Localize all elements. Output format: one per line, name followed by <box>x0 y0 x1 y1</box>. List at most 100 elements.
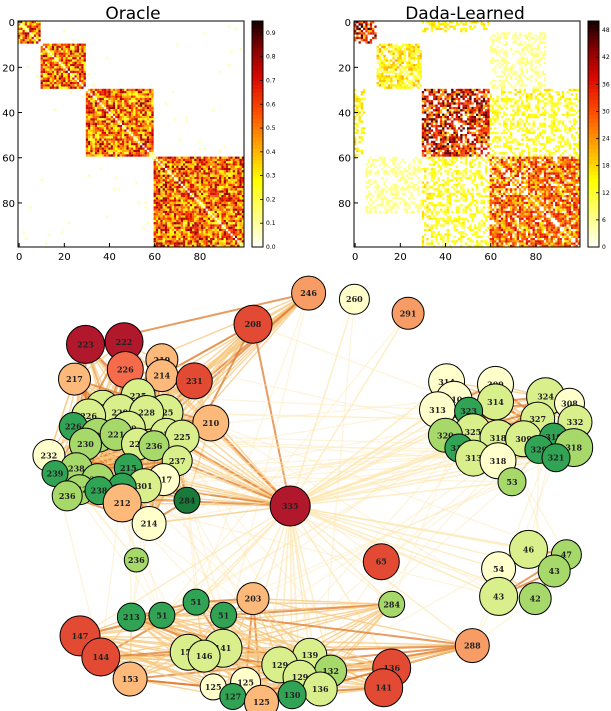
heatmap-cell <box>153 174 156 177</box>
heatmap-cell <box>444 131 447 135</box>
heatmap-cell <box>232 240 236 243</box>
heatmap-cell <box>56 61 59 64</box>
heatmap-cell <box>45 43 48 46</box>
heatmap-cell <box>117 109 120 112</box>
heatmap-cell <box>189 158 193 162</box>
heatmap-cell <box>509 147 513 150</box>
heatmap-cell <box>158 242 161 245</box>
heatmap-cell <box>415 77 418 80</box>
heatmap-cell <box>505 140 508 144</box>
heatmap-cell <box>27 25 30 28</box>
heatmap-cell <box>185 210 188 214</box>
heatmap-cell <box>187 188 190 191</box>
heatmap-cell <box>503 143 506 146</box>
heatmap-cell <box>455 97 459 101</box>
heatmap-cell <box>471 111 474 114</box>
heatmap-cell <box>417 77 420 80</box>
heatmap-cell <box>239 185 242 189</box>
heatmap-cell <box>448 113 452 116</box>
heatmap-cell <box>221 185 224 189</box>
heatmap-cell <box>521 152 524 155</box>
heatmap-cell <box>142 102 145 105</box>
heatmap-cell <box>460 95 463 98</box>
heatmap-cell <box>534 138 538 141</box>
colorbar-segment <box>252 182 263 188</box>
heatmap-cell <box>128 118 132 121</box>
heatmap-cell <box>42 63 46 67</box>
heatmap-cell <box>539 124 542 128</box>
heatmap-cell <box>124 100 127 103</box>
heatmap-cell <box>142 127 145 130</box>
heatmap-cell <box>570 136 574 139</box>
heatmap-cell <box>437 113 440 116</box>
heatmap-cell <box>216 240 220 243</box>
heatmap-cell <box>76 77 80 80</box>
heatmap-cell <box>232 195 236 198</box>
heatmap-cell <box>543 118 547 121</box>
heatmap-cell <box>478 113 481 116</box>
heatmap-cell <box>169 240 172 243</box>
heatmap-cell <box>40 63 43 67</box>
heatmap-cell <box>537 106 540 110</box>
heatmap-cell <box>482 88 486 92</box>
heatmap-cell <box>201 161 204 164</box>
heatmap-cell <box>180 167 184 171</box>
heatmap-cell <box>76 63 80 67</box>
heatmap-cell <box>214 167 217 171</box>
heatmap-cell <box>457 104 461 107</box>
heatmap-cell <box>40 72 43 76</box>
heatmap-cell <box>532 70 535 74</box>
heatmap-cell <box>555 102 558 105</box>
heatmap-cell <box>234 206 238 209</box>
heatmap-cell <box>189 219 193 223</box>
heatmap-cell <box>115 104 118 107</box>
heatmap-cell <box>169 183 172 187</box>
heatmap-cell <box>101 147 104 150</box>
heatmap-cell <box>119 149 123 153</box>
heatmap-cell <box>90 100 93 103</box>
heatmap-cell <box>47 233 50 236</box>
heatmap-cell <box>115 100 118 103</box>
heatmap-cell <box>178 138 181 141</box>
heatmap-cell <box>164 208 168 211</box>
heatmap-cell <box>528 32 531 35</box>
heatmap-cell <box>65 75 68 78</box>
heatmap-cell <box>390 75 393 78</box>
heatmap-cell <box>216 233 220 236</box>
heatmap-cell <box>232 156 236 159</box>
heatmap-cell <box>372 32 375 35</box>
heatmap-cell <box>185 176 188 180</box>
heatmap-cell <box>158 199 161 202</box>
heatmap-cell <box>421 122 425 126</box>
heatmap-cell <box>146 122 150 126</box>
heatmap-cell <box>131 152 134 155</box>
heatmap-cell <box>435 25 438 28</box>
heatmap-cell <box>97 115 100 119</box>
heatmap-cell <box>164 190 168 193</box>
heatmap-cell <box>69 59 73 62</box>
heatmap-cell <box>176 206 179 209</box>
heatmap-cell <box>189 213 193 216</box>
heatmap-cell <box>442 143 445 146</box>
heatmap-cell <box>464 21 468 24</box>
heatmap-cell <box>142 140 145 144</box>
y-tick-label: 60 <box>2 154 15 165</box>
heatmap-cell <box>65 77 68 80</box>
heatmap-cell <box>410 48 413 51</box>
heatmap-cell <box>487 100 490 103</box>
heatmap-cell <box>97 111 100 114</box>
heatmap-cell <box>203 179 206 182</box>
heatmap-cell <box>216 185 220 189</box>
heatmap-cell <box>525 84 529 87</box>
heatmap-cell <box>189 217 193 220</box>
heatmap-cell <box>523 149 526 153</box>
heatmap-cell <box>121 120 125 123</box>
heatmap-cell <box>356 122 359 126</box>
heatmap-cell <box>219 188 222 191</box>
heatmap-cell <box>176 158 179 162</box>
heatmap-cell <box>194 233 197 236</box>
heatmap-cell <box>40 66 43 69</box>
heatmap-cell <box>396 57 400 60</box>
heatmap-cell <box>162 215 165 218</box>
heatmap-cell <box>205 156 208 159</box>
